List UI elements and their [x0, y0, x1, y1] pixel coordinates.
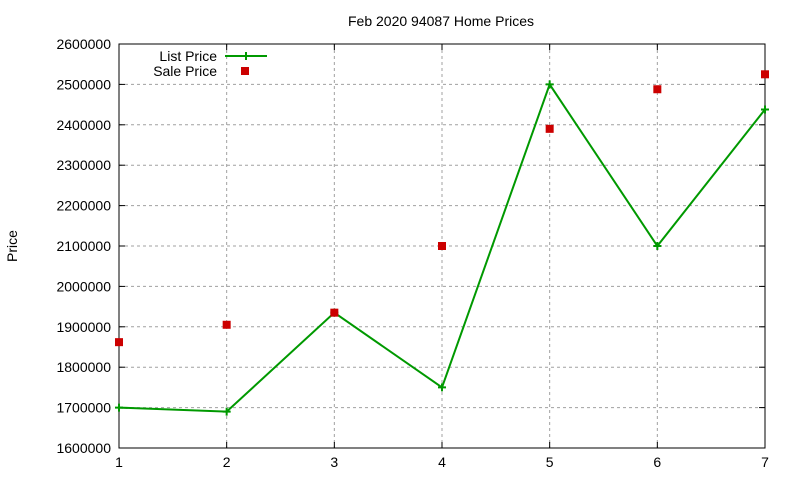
legend-square-icon: [241, 67, 249, 75]
x-tick-label: 2: [223, 454, 231, 470]
x-tick-label: 4: [438, 454, 446, 470]
y-tick-label: 1700000: [56, 400, 111, 416]
y-axis-ticks: 1600000 1700000 1800000 1900000 2000000 21000…: [56, 36, 765, 456]
x-tick-label: 3: [330, 454, 338, 470]
legend: List Price Sale Price: [153, 48, 267, 79]
plot-border: [118, 43, 766, 449]
plus-marker-icon: [545, 80, 554, 89]
legend-plus-icon: [242, 52, 250, 60]
y-tick-label: 1600000: [56, 440, 111, 456]
square-marker-icon: [545, 124, 554, 133]
legend-label-list-price: List Price: [159, 48, 217, 64]
plus-marker-icon: [115, 403, 123, 412]
y-axis-label: Price: [4, 230, 20, 262]
square-marker-icon: [222, 320, 231, 329]
plus-marker-icon: [653, 242, 662, 250]
gridlines: [119, 44, 765, 448]
y-tick-label: 2200000: [56, 198, 111, 214]
plus-marker-icon: [438, 383, 446, 392]
square-marker-icon: [330, 308, 339, 317]
data-series: [115, 70, 769, 416]
x-tick-label: 1: [115, 454, 123, 470]
y-tick-label: 1800000: [56, 359, 111, 375]
x-tick-label: 7: [761, 454, 769, 470]
y-tick-label: 2100000: [56, 238, 111, 254]
y-tick-label: 2600000: [56, 36, 111, 52]
y-tick-label: 1900000: [56, 319, 111, 335]
legend-label-sale-price: Sale Price: [153, 63, 217, 79]
y-tick-label: 2400000: [56, 117, 111, 133]
plus-marker-icon: [761, 105, 769, 114]
square-marker-icon: [761, 70, 769, 79]
x-tick-label: 6: [653, 454, 661, 470]
y-tick-label: 2300000: [56, 157, 111, 173]
y-tick-label: 2000000: [56, 278, 111, 294]
x-tick-label: 5: [546, 454, 554, 470]
y-tick-label: 2500000: [56, 76, 111, 92]
plus-marker-icon: [222, 407, 231, 416]
square-marker-icon: [438, 242, 446, 250]
square-marker-icon: [653, 85, 662, 94]
square-marker-icon: [115, 338, 123, 347]
chart-title: Feb 2020 94087 Home Prices: [348, 13, 534, 29]
